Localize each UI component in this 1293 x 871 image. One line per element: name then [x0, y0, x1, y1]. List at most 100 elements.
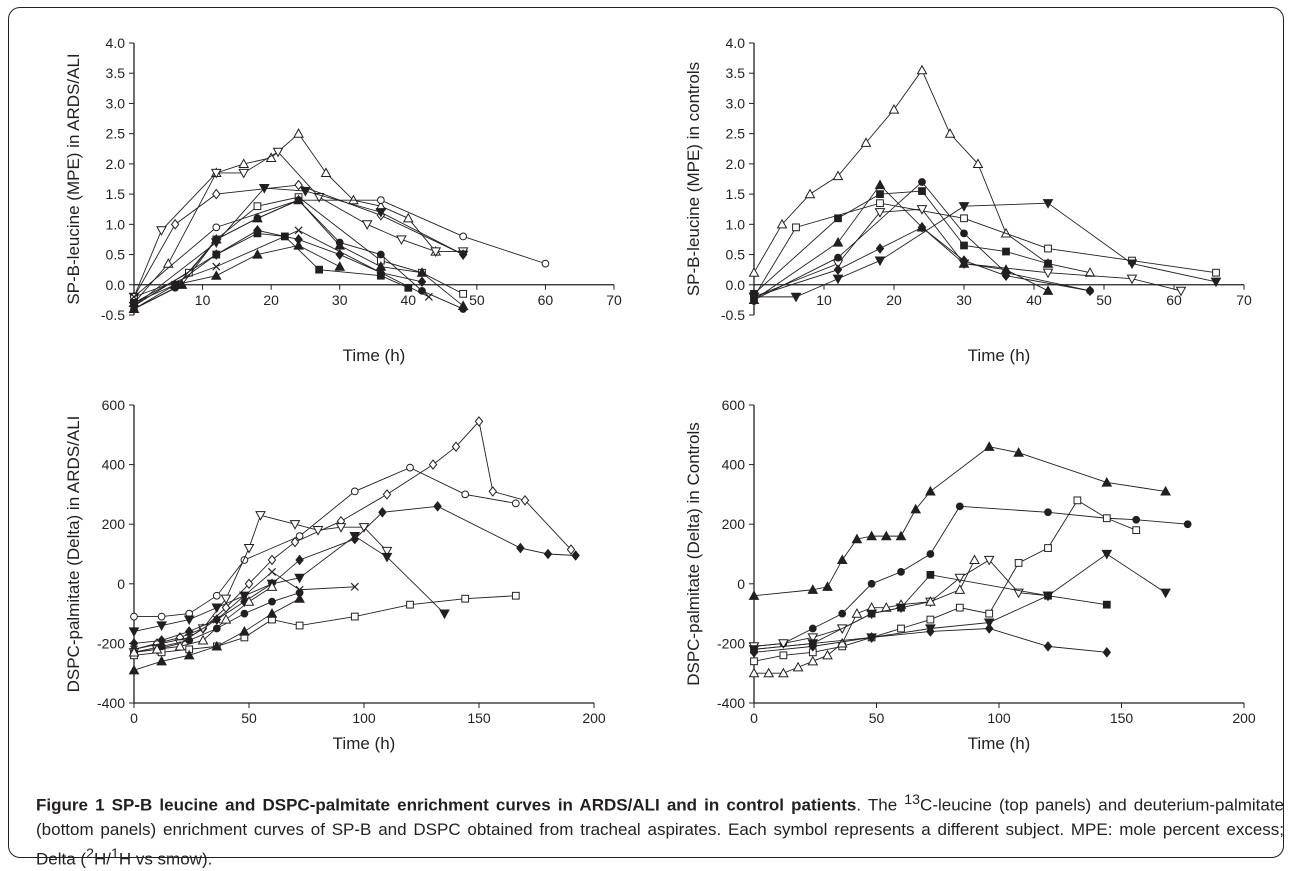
data-point-diamond-filled [926, 626, 935, 637]
chart-spb-controls: -0.50.00.51.01.52.02.53.03.54.0010203040… [684, 35, 1252, 365]
x-tick-label: 50 [869, 710, 885, 726]
x-axis-label: Time (h) [343, 346, 406, 365]
data-point-square-filled [253, 229, 262, 238]
y-tick-label: 4.0 [726, 35, 746, 51]
y-tick-label: 2.5 [726, 126, 746, 142]
data-point-triangle-up-filled [176, 279, 188, 289]
y-tick-label: 0.5 [106, 247, 126, 263]
y-tick-label: 600 [722, 397, 746, 413]
series-square-filled [750, 570, 1111, 654]
data-point-square-open [779, 651, 788, 660]
data-point-diamond-filled [433, 501, 442, 512]
data-point-triangle-up-filled [211, 640, 223, 651]
series-line [133, 571, 355, 650]
data-point-triangle-up-filled [334, 239, 346, 250]
data-point-triangle-up-open [293, 128, 304, 138]
data-point-triangle-up-open [402, 212, 414, 223]
data-point-diamond-open [267, 554, 277, 566]
data-point-circle-filled [1044, 508, 1052, 517]
data-point-triangle-up-open [776, 218, 788, 229]
panel-dspc-controls: -400 -200 0 200 400 600 0 50 100 150 200 Time (h) DS… [654, 393, 1293, 778]
data-point-triangle-down-filled [183, 615, 195, 626]
series-triangle-up-open [128, 581, 278, 657]
data-point-square-open [1044, 544, 1052, 552]
data-point-circle-open [212, 223, 221, 232]
data-point-triangle-up-open [162, 258, 174, 268]
x-axis-label: Time (h) [968, 346, 1031, 365]
series-line [133, 196, 464, 304]
x-tick-label: 50 [469, 292, 485, 308]
data-point-triangle-up-open [972, 158, 984, 168]
data-point-square-open [1044, 244, 1052, 253]
x-tick-label: 200 [1232, 710, 1256, 726]
data-point-diamond-filled [543, 548, 553, 560]
x-tick-label: 10 [195, 292, 211, 308]
data-point-circle-open [212, 591, 221, 600]
data-point-triangle-down-filled [1101, 549, 1113, 560]
x-tick-label: 10 [816, 292, 832, 308]
series-triangle-up-filled [128, 593, 305, 675]
x-axis-label: Time (h) [968, 734, 1031, 753]
caption-sup-3: 1 [110, 845, 119, 862]
caption-text-2: C-leucine (top panels) and deuterium-pal… [36, 795, 1285, 869]
data-point-square-open [1073, 496, 1082, 505]
data-point-diamond-filled [417, 276, 427, 288]
data-point-circle-filled [1183, 520, 1192, 529]
x-tick-label: 50 [1096, 292, 1112, 308]
data-point-triangle-down-filled [983, 618, 995, 629]
data-point-triangle-up-filled [156, 655, 167, 666]
data-point-square-filled [1102, 600, 1111, 609]
x-tick-label: 20 [263, 292, 279, 308]
chart-dspc-ards: -400 -200 0 200 400 600 0 50 100 150 200 Time (h) DS… [64, 397, 606, 753]
series-triangle-up-filled [128, 194, 469, 314]
data-point-triangle-up-open [804, 188, 816, 199]
panel-spb-ards: -0.50.00.51.01.52.02.53.03.54.0010203040… [49, 33, 669, 388]
data-point-circle-filled [918, 178, 926, 186]
data-point-diamond-filled [875, 243, 885, 254]
y-tick-label: 400 [722, 457, 746, 473]
data-point-square-open [750, 657, 758, 666]
x-tick-label: 70 [606, 292, 622, 308]
y-tick-label: 0.5 [726, 247, 746, 263]
data-point-cross [129, 292, 139, 301]
data-point-circle-open [295, 532, 304, 540]
data-point-triangle-down-open [1042, 268, 1054, 279]
series-diamond-filled [749, 623, 1112, 658]
data-point-triangle-up-filled [874, 179, 886, 190]
figure-caption: Figure 1 SP-B leucine and DSPC-palmitate… [36, 788, 1284, 871]
data-point-triangle-up-open [748, 267, 760, 277]
series-triangle-up-open [748, 64, 1096, 277]
data-point-triangle-up-filled [925, 485, 936, 496]
data-point-diamond-filled [808, 641, 818, 652]
series-line [133, 535, 445, 632]
data-point-triangle-down-open [220, 594, 232, 605]
series-line [753, 446, 1166, 597]
data-point-triangle-down-open [954, 573, 966, 584]
data-point-triangle-down-open [289, 520, 301, 530]
data-point-cross [376, 268, 385, 277]
data-point-square-filled [1044, 259, 1052, 268]
y-tick-label: 3.5 [726, 65, 746, 81]
y-tick-label: 0.0 [106, 277, 126, 293]
series-circle-open [130, 463, 520, 621]
x-tick-label: 60 [538, 292, 554, 308]
data-point-triangle-up-open [822, 649, 833, 660]
data-point-circle-open [376, 196, 385, 205]
data-point-triangle-up-filled [910, 503, 922, 514]
data-point-triangle-up-open [851, 608, 863, 618]
data-point-square-filled [834, 214, 842, 223]
y-tick-label: -200 [97, 635, 125, 651]
data-point-triangle-up-filled [1013, 447, 1024, 457]
y-tick-label: 2.0 [106, 156, 126, 172]
data-point-triangle-down-filled [790, 292, 802, 303]
data-point-diamond-open [488, 486, 498, 497]
series-square-open [130, 591, 520, 660]
data-point-triangle-up-filled [1160, 485, 1171, 496]
data-point-square-filled [918, 187, 926, 195]
series-line [753, 208, 1182, 298]
data-point-triangle-down-filled [1042, 199, 1054, 209]
data-point-triangle-up-open [197, 634, 209, 645]
data-point-diamond-open [520, 495, 530, 506]
y-tick-label: 1.5 [726, 186, 746, 202]
series-line [754, 202, 1217, 298]
